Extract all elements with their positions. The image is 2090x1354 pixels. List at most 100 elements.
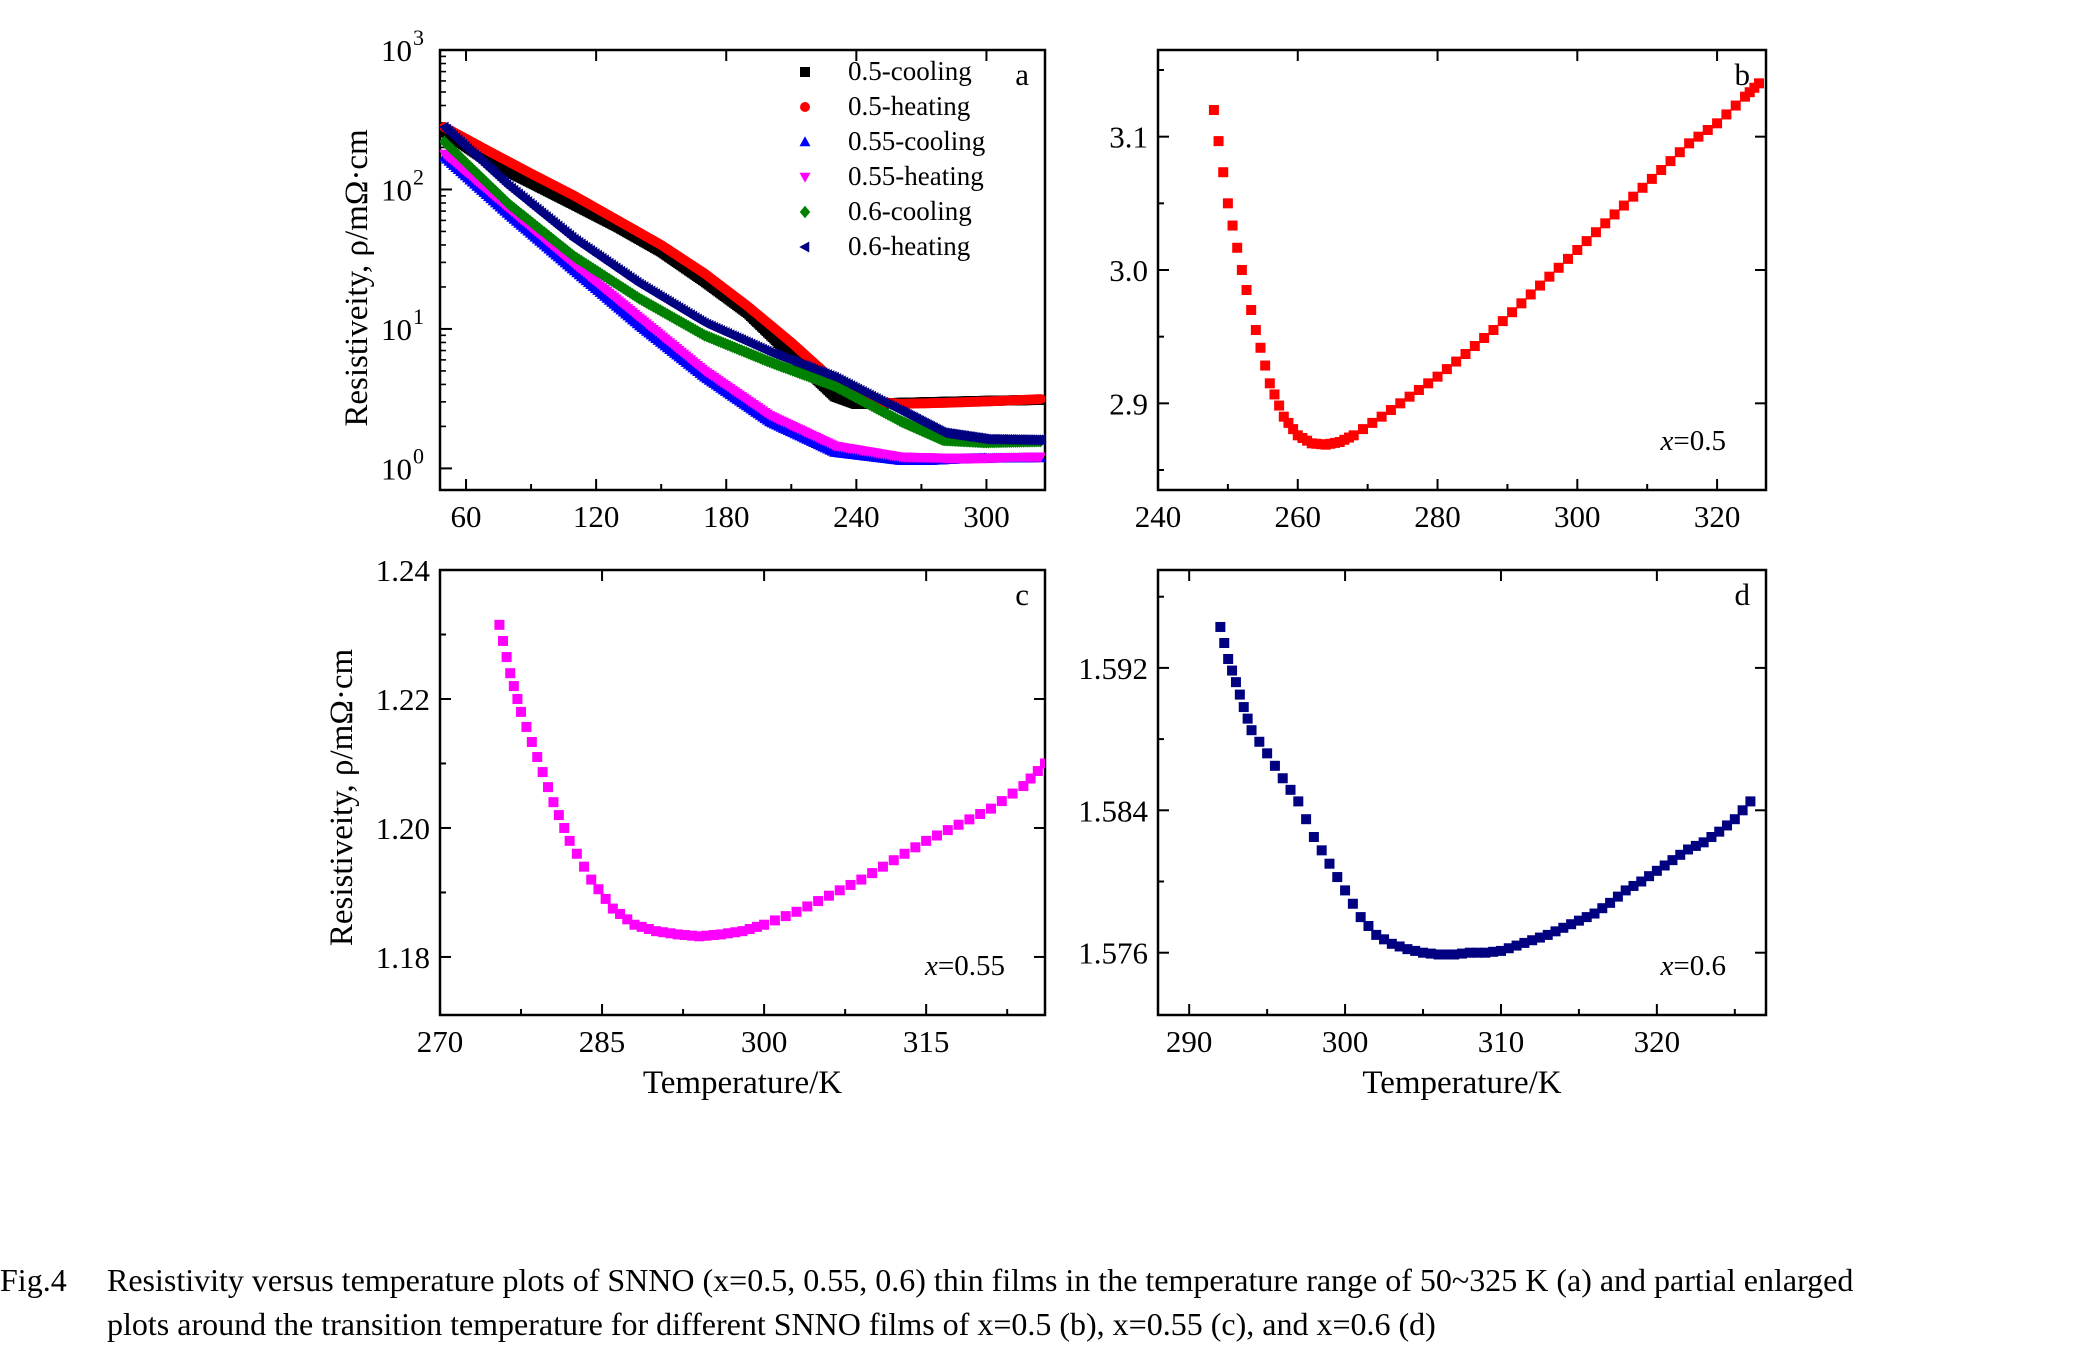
data-point-d bbox=[1527, 935, 1538, 946]
data-point-b bbox=[1525, 289, 1536, 300]
data-point-b bbox=[1469, 341, 1480, 351]
data-point-c bbox=[505, 668, 516, 679]
data-point-d bbox=[1215, 621, 1226, 632]
data-point-c bbox=[553, 810, 564, 821]
data-point-b bbox=[1702, 125, 1713, 135]
panel-b: 240 260 280 300 320 2.9 3.0 3.1 b x=0.5 bbox=[1109, 48, 1768, 534]
data-point-c bbox=[543, 782, 554, 793]
data-point-c bbox=[586, 874, 597, 885]
data-point-b bbox=[1385, 405, 1396, 415]
data-point-b bbox=[1628, 191, 1639, 202]
data-point-b bbox=[1637, 182, 1648, 193]
data-point-d bbox=[1581, 912, 1592, 923]
data-point-b bbox=[1348, 430, 1359, 441]
y-tick-exponent-a: 1 bbox=[413, 304, 424, 329]
y-tick-label-b: 2.9 bbox=[1109, 386, 1148, 421]
data-point-c bbox=[600, 893, 611, 904]
legend-marker-4 bbox=[799, 205, 811, 219]
data-point-d bbox=[1558, 922, 1569, 933]
data-point-c bbox=[985, 803, 996, 814]
data-point-d bbox=[1503, 943, 1514, 954]
data-point-d bbox=[1612, 891, 1623, 902]
data-point-d bbox=[1308, 832, 1319, 842]
data-point-c bbox=[737, 926, 748, 937]
data-point-b bbox=[1590, 227, 1601, 238]
data-point-b bbox=[1507, 307, 1518, 318]
y-tick-label-d: 1.576 bbox=[1078, 936, 1148, 971]
data-point-c bbox=[715, 929, 726, 940]
data-point-c bbox=[672, 929, 683, 940]
legend-marker-1 bbox=[800, 102, 810, 112]
x-tick-label-b: 280 bbox=[1414, 499, 1461, 534]
data-point-d bbox=[1223, 654, 1234, 664]
y-tick-label-b: 3.0 bbox=[1109, 253, 1148, 288]
data-point-d bbox=[1457, 948, 1467, 959]
data-point-c bbox=[877, 861, 888, 872]
data-point-b bbox=[1684, 138, 1695, 149]
data-point-b bbox=[1497, 316, 1508, 327]
data-point-c bbox=[516, 706, 527, 717]
data-point-d bbox=[1690, 840, 1701, 851]
data-point-c bbox=[532, 752, 543, 763]
data-point-d bbox=[1425, 948, 1436, 959]
data-point-d bbox=[1519, 937, 1530, 948]
data-point-c bbox=[593, 884, 604, 895]
data-point-c bbox=[759, 919, 770, 930]
data-point-c bbox=[548, 797, 559, 808]
y-axis-label-c: Resistiveity, ρ/mΩ·cm bbox=[324, 649, 360, 947]
data-point-c bbox=[687, 930, 698, 941]
data-point-d bbox=[1722, 820, 1733, 831]
data-point-b bbox=[1208, 105, 1219, 115]
data-point-d bbox=[1683, 844, 1694, 855]
data-point-c bbox=[658, 927, 669, 938]
plot-frame-a bbox=[438, 48, 1047, 492]
data-point-d bbox=[1418, 947, 1429, 958]
y-tick-label-a: 10 bbox=[381, 312, 412, 347]
data-point-b bbox=[1656, 165, 1667, 175]
data-point-d bbox=[1511, 940, 1522, 951]
x-tick-label-b: 260 bbox=[1275, 499, 1322, 534]
x-tick-label-c: 270 bbox=[417, 1024, 464, 1059]
legend-label-1: 0.5-heating bbox=[848, 91, 970, 121]
data-point-c bbox=[845, 879, 856, 890]
x-tick-label-c: 300 bbox=[741, 1024, 788, 1059]
data-point-b bbox=[1609, 209, 1620, 220]
data-point-d bbox=[1234, 689, 1245, 700]
data-point-c bbox=[521, 721, 532, 732]
data-point-b bbox=[1646, 173, 1657, 184]
data-point-c bbox=[679, 930, 690, 941]
data-point-d bbox=[1433, 949, 1444, 960]
data-point-d bbox=[1347, 898, 1358, 909]
data-point-b bbox=[1441, 364, 1452, 375]
data-point-c bbox=[744, 924, 755, 935]
panel-letter-d: d bbox=[1735, 577, 1751, 612]
data-point-c bbox=[665, 928, 676, 939]
data-point-c bbox=[813, 896, 824, 907]
data-point-d bbox=[1441, 949, 1452, 960]
x-tick-label-a: 60 bbox=[451, 499, 482, 534]
data-point-d bbox=[1301, 814, 1312, 825]
data-point-d bbox=[1729, 814, 1740, 825]
x-tick-label-d: 320 bbox=[1634, 1024, 1681, 1059]
legend-label-5: 0.6-heating bbox=[848, 231, 970, 261]
y-tick-exponent-a: 2 bbox=[413, 164, 424, 189]
data-point-c bbox=[802, 901, 813, 912]
data-point-b bbox=[1376, 411, 1387, 422]
data-point-d bbox=[1566, 919, 1577, 930]
legend-marker-5 bbox=[799, 241, 810, 253]
data-point-c bbox=[708, 930, 719, 941]
y-tick-label-a: 10 bbox=[381, 451, 412, 486]
data-point-d bbox=[1242, 713, 1253, 724]
data-point-a-5 bbox=[1034, 434, 1045, 446]
data-point-d bbox=[1628, 880, 1639, 891]
data-point-c bbox=[834, 885, 845, 896]
y-tick-label-c: 1.20 bbox=[376, 811, 430, 846]
data-point-c bbox=[651, 926, 662, 937]
data-point-b bbox=[1600, 218, 1611, 229]
x-tick-label-a: 240 bbox=[833, 499, 880, 534]
data-point-b bbox=[1288, 424, 1299, 435]
data-point-b bbox=[1721, 109, 1732, 120]
caption-line-2: plots around the transition temperature … bbox=[107, 1306, 1436, 1342]
data-point-b bbox=[1754, 78, 1765, 89]
data-point-b bbox=[1712, 118, 1723, 129]
